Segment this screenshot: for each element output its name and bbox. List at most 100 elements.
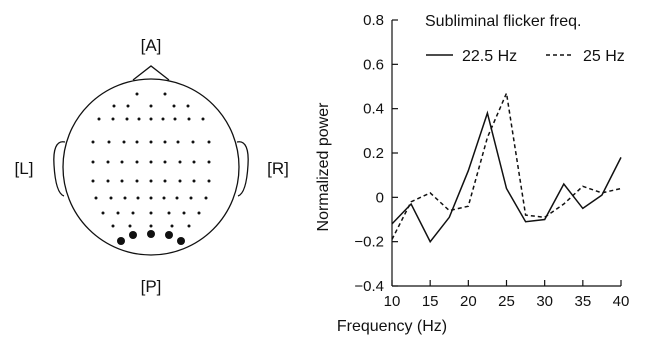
head-outline [62,78,240,256]
electrode-dot [149,104,153,108]
y-axis: −0.4 −0.2 0 0.2 0.4 0.6 0.8 [354,12,398,295]
electrode-dot [91,160,95,164]
electrode-dot [162,196,166,200]
electrode-dot [173,117,177,121]
highlighted-electrode [165,231,173,239]
electrode-dot [136,196,140,200]
y-tick-label: 0.2 [363,145,384,162]
electrode-dot [109,196,113,200]
y-tick-label: 0.6 [363,56,384,73]
chart-title: Subliminal flicker freq. [425,13,582,30]
electrode-dot [149,196,153,200]
legend-label-25hz: 25 Hz [583,48,625,65]
electrode-dot [191,140,195,144]
electrode-dot [97,117,101,121]
electrode-dot [178,179,182,183]
electrode-dot [187,224,191,228]
electrode-dot [94,196,98,200]
right-label: [R] [267,159,289,178]
x-tick-label: 30 [536,293,553,310]
y-tick-label: 0.8 [363,12,384,29]
electrode-grid [91,92,211,245]
electrode-dot [149,140,153,144]
left-ear-shape [53,141,66,197]
x-tick-label: 10 [384,293,401,310]
electrode-dot [197,211,201,215]
electrode-dot [149,160,153,164]
electrode-dot [126,104,130,108]
legend: 22.5 Hz 25 Hz [426,48,625,65]
series-layer [391,90,622,244]
electrode-dot [107,140,111,144]
electrode-dot [91,179,95,183]
electrode-dot [207,179,211,183]
series-line-22-5hz [391,110,622,244]
electrode-dot [204,196,208,200]
electrode-dot [122,140,126,144]
highlighted-electrode [177,237,185,245]
electrode-dot [135,179,139,183]
x-tick-label: 25 [498,293,515,310]
electrode-dot [182,211,186,215]
electrode-dot [149,211,153,215]
nose-shape [132,65,170,81]
electrode-dot [111,117,115,121]
left-label: [L] [15,159,34,178]
y-axis-label: Normalized power [315,102,332,232]
electrode-dot [106,179,110,183]
electrode-dot [116,211,120,215]
electrode-dot [149,224,153,228]
electrode-dot [125,117,129,121]
electrode-dot [163,179,167,183]
electrode-dot [207,160,211,164]
electrode-dot [163,92,167,96]
electrode-dot [149,179,153,183]
electrode-dot [175,196,179,200]
x-tick-label: 15 [422,293,439,310]
highlighted-electrode [129,231,137,239]
electrode-dot [135,140,139,144]
electrode-dot [170,224,174,228]
y-tick-label: 0.4 [363,101,384,118]
y-tick-label: 0 [376,189,384,206]
x-axis: 10 15 20 25 30 35 40 [384,280,630,310]
electrode-dot [128,224,132,228]
electrode-dot [135,160,139,164]
electrode-dot [167,211,171,215]
electrode-dot [163,140,167,144]
electrode-dot [137,117,141,121]
electrode-dot [187,117,191,121]
electrode-dot [91,140,95,144]
electrode-dot [135,92,139,96]
electrode-dot [111,224,115,228]
electrode-dot [112,104,116,108]
electrode-dot [131,211,135,215]
x-axis-label: Frequency (Hz) [337,318,447,335]
highlighted-electrode [117,237,125,245]
electrode-dot [176,140,180,144]
electrode-dot [178,160,182,164]
electrode-dot [201,117,205,121]
electrode-dot [161,117,165,121]
electrode-dot [101,211,105,215]
y-tick-label: −0.4 [354,278,384,295]
highlighted-electrode [147,230,155,238]
electrode-dot [192,179,196,183]
legend-label-22-5hz: 22.5 Hz [462,48,517,65]
right-ear-shape [236,141,249,197]
electrode-dot [192,160,196,164]
x-tick-label: 40 [613,293,630,310]
electrode-dot [189,196,193,200]
electrode-dot [120,160,124,164]
electrode-dot [120,179,124,183]
series-line-25hz [391,90,622,240]
x-tick-label: 20 [460,293,477,310]
x-tick-label: 35 [574,293,591,310]
electrode-dot [149,117,153,121]
electrode-dot [186,104,190,108]
y-ticks: −0.4 −0.2 0 0.2 0.4 0.6 0.8 [354,12,398,295]
electrode-dot [123,196,127,200]
electrode-dot [207,140,211,144]
electrode-dot [163,160,167,164]
